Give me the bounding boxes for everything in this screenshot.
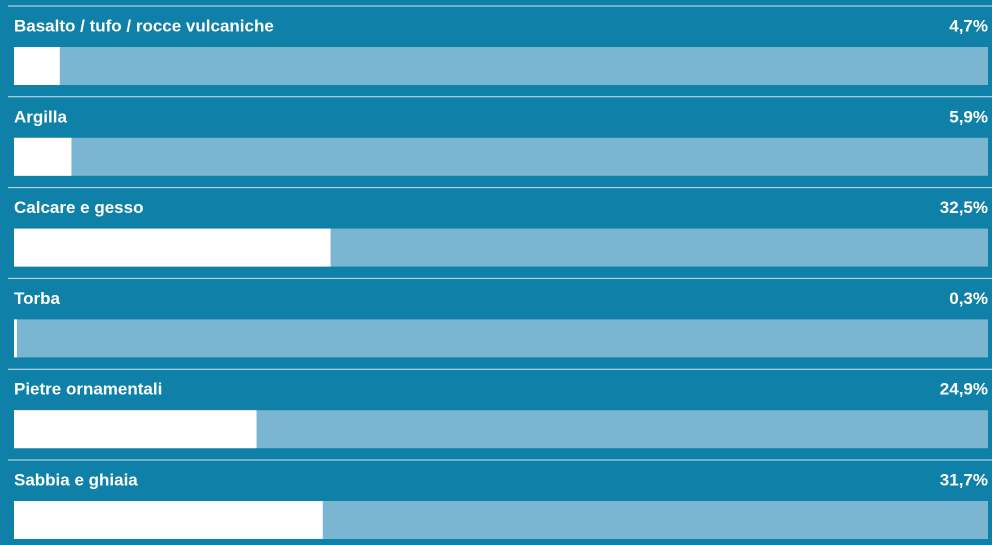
bar (14, 228, 331, 267)
bar-track (14, 47, 988, 85)
bar-track (14, 319, 988, 358)
bar (14, 137, 72, 176)
category-label: Calcare e gesso (14, 198, 143, 217)
bar (14, 410, 257, 449)
category-label: Argilla (14, 107, 67, 126)
value-label: 32,5% (940, 198, 988, 217)
bar (14, 319, 17, 358)
bar (14, 47, 60, 85)
category-label: Sabbia e ghiaia (14, 470, 138, 489)
value-label: 24,9% (940, 380, 988, 399)
bar-track (14, 137, 988, 176)
value-label: 0,3% (949, 289, 988, 308)
value-label: 31,7% (940, 470, 988, 489)
value-label: 4,7% (949, 16, 988, 35)
category-label: Torba (14, 289, 61, 308)
bar (14, 501, 323, 539)
value-label: 5,9% (949, 107, 988, 126)
category-label: Pietre ornamentali (14, 380, 162, 399)
category-label: Basalto / tufo / rocce vulcaniche (14, 16, 274, 35)
